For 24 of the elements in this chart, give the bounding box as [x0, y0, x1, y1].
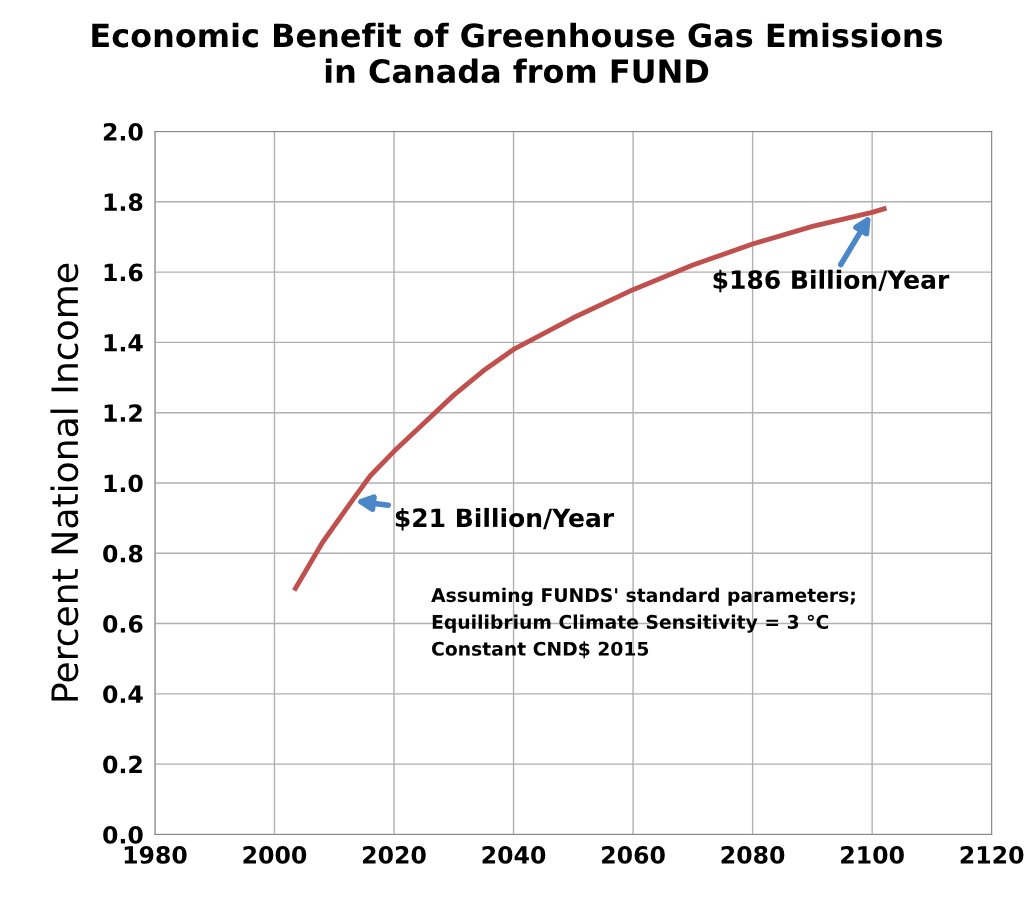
- annotation: $21 Billion/Year: [395, 507, 615, 531]
- x-tick-label: 2080: [721, 845, 785, 864]
- x-tick-label: 2020: [363, 845, 426, 864]
- y-tick-label: 1.8: [104, 193, 143, 212]
- annotation: Assuming FUNDS' standard parameters; Equilibrium Climate Sensitivity = 3 °C Constant CND$ 2015: [431, 587, 855, 659]
- x-tick-label: 2060: [602, 845, 665, 864]
- chart-title: Economic Benefit of Greenhouse Gas Emissions in Canada from FUND: [92, 22, 943, 84]
- y-tick-label: 0.2: [103, 755, 142, 774]
- x-tick-label: 2100: [841, 845, 904, 864]
- y-tick-label: 1.4: [104, 334, 143, 352]
- x-tick-label: 2000: [243, 845, 307, 864]
- x-tick-label: 2040: [482, 845, 546, 864]
- y-tick-label: 0.4: [103, 685, 143, 704]
- y-tick-label: 1.0: [104, 474, 143, 493]
- y-tick-label: 1.6: [104, 263, 143, 282]
- y-axis-title: Percent National Income: [50, 263, 79, 701]
- annotation: $186 Billion/Year: [713, 269, 950, 293]
- y-tick-label: 0.8: [103, 544, 143, 563]
- x-tick-label: 1980: [124, 845, 187, 864]
- y-tick-label: 0.6: [103, 615, 143, 633]
- y-tick-label: 1.2: [104, 404, 142, 422]
- y-tick-label: 0.0: [103, 825, 143, 844]
- y-tick-label: 2.0: [103, 122, 143, 141]
- x-tick-label: 2120: [960, 845, 1024, 864]
